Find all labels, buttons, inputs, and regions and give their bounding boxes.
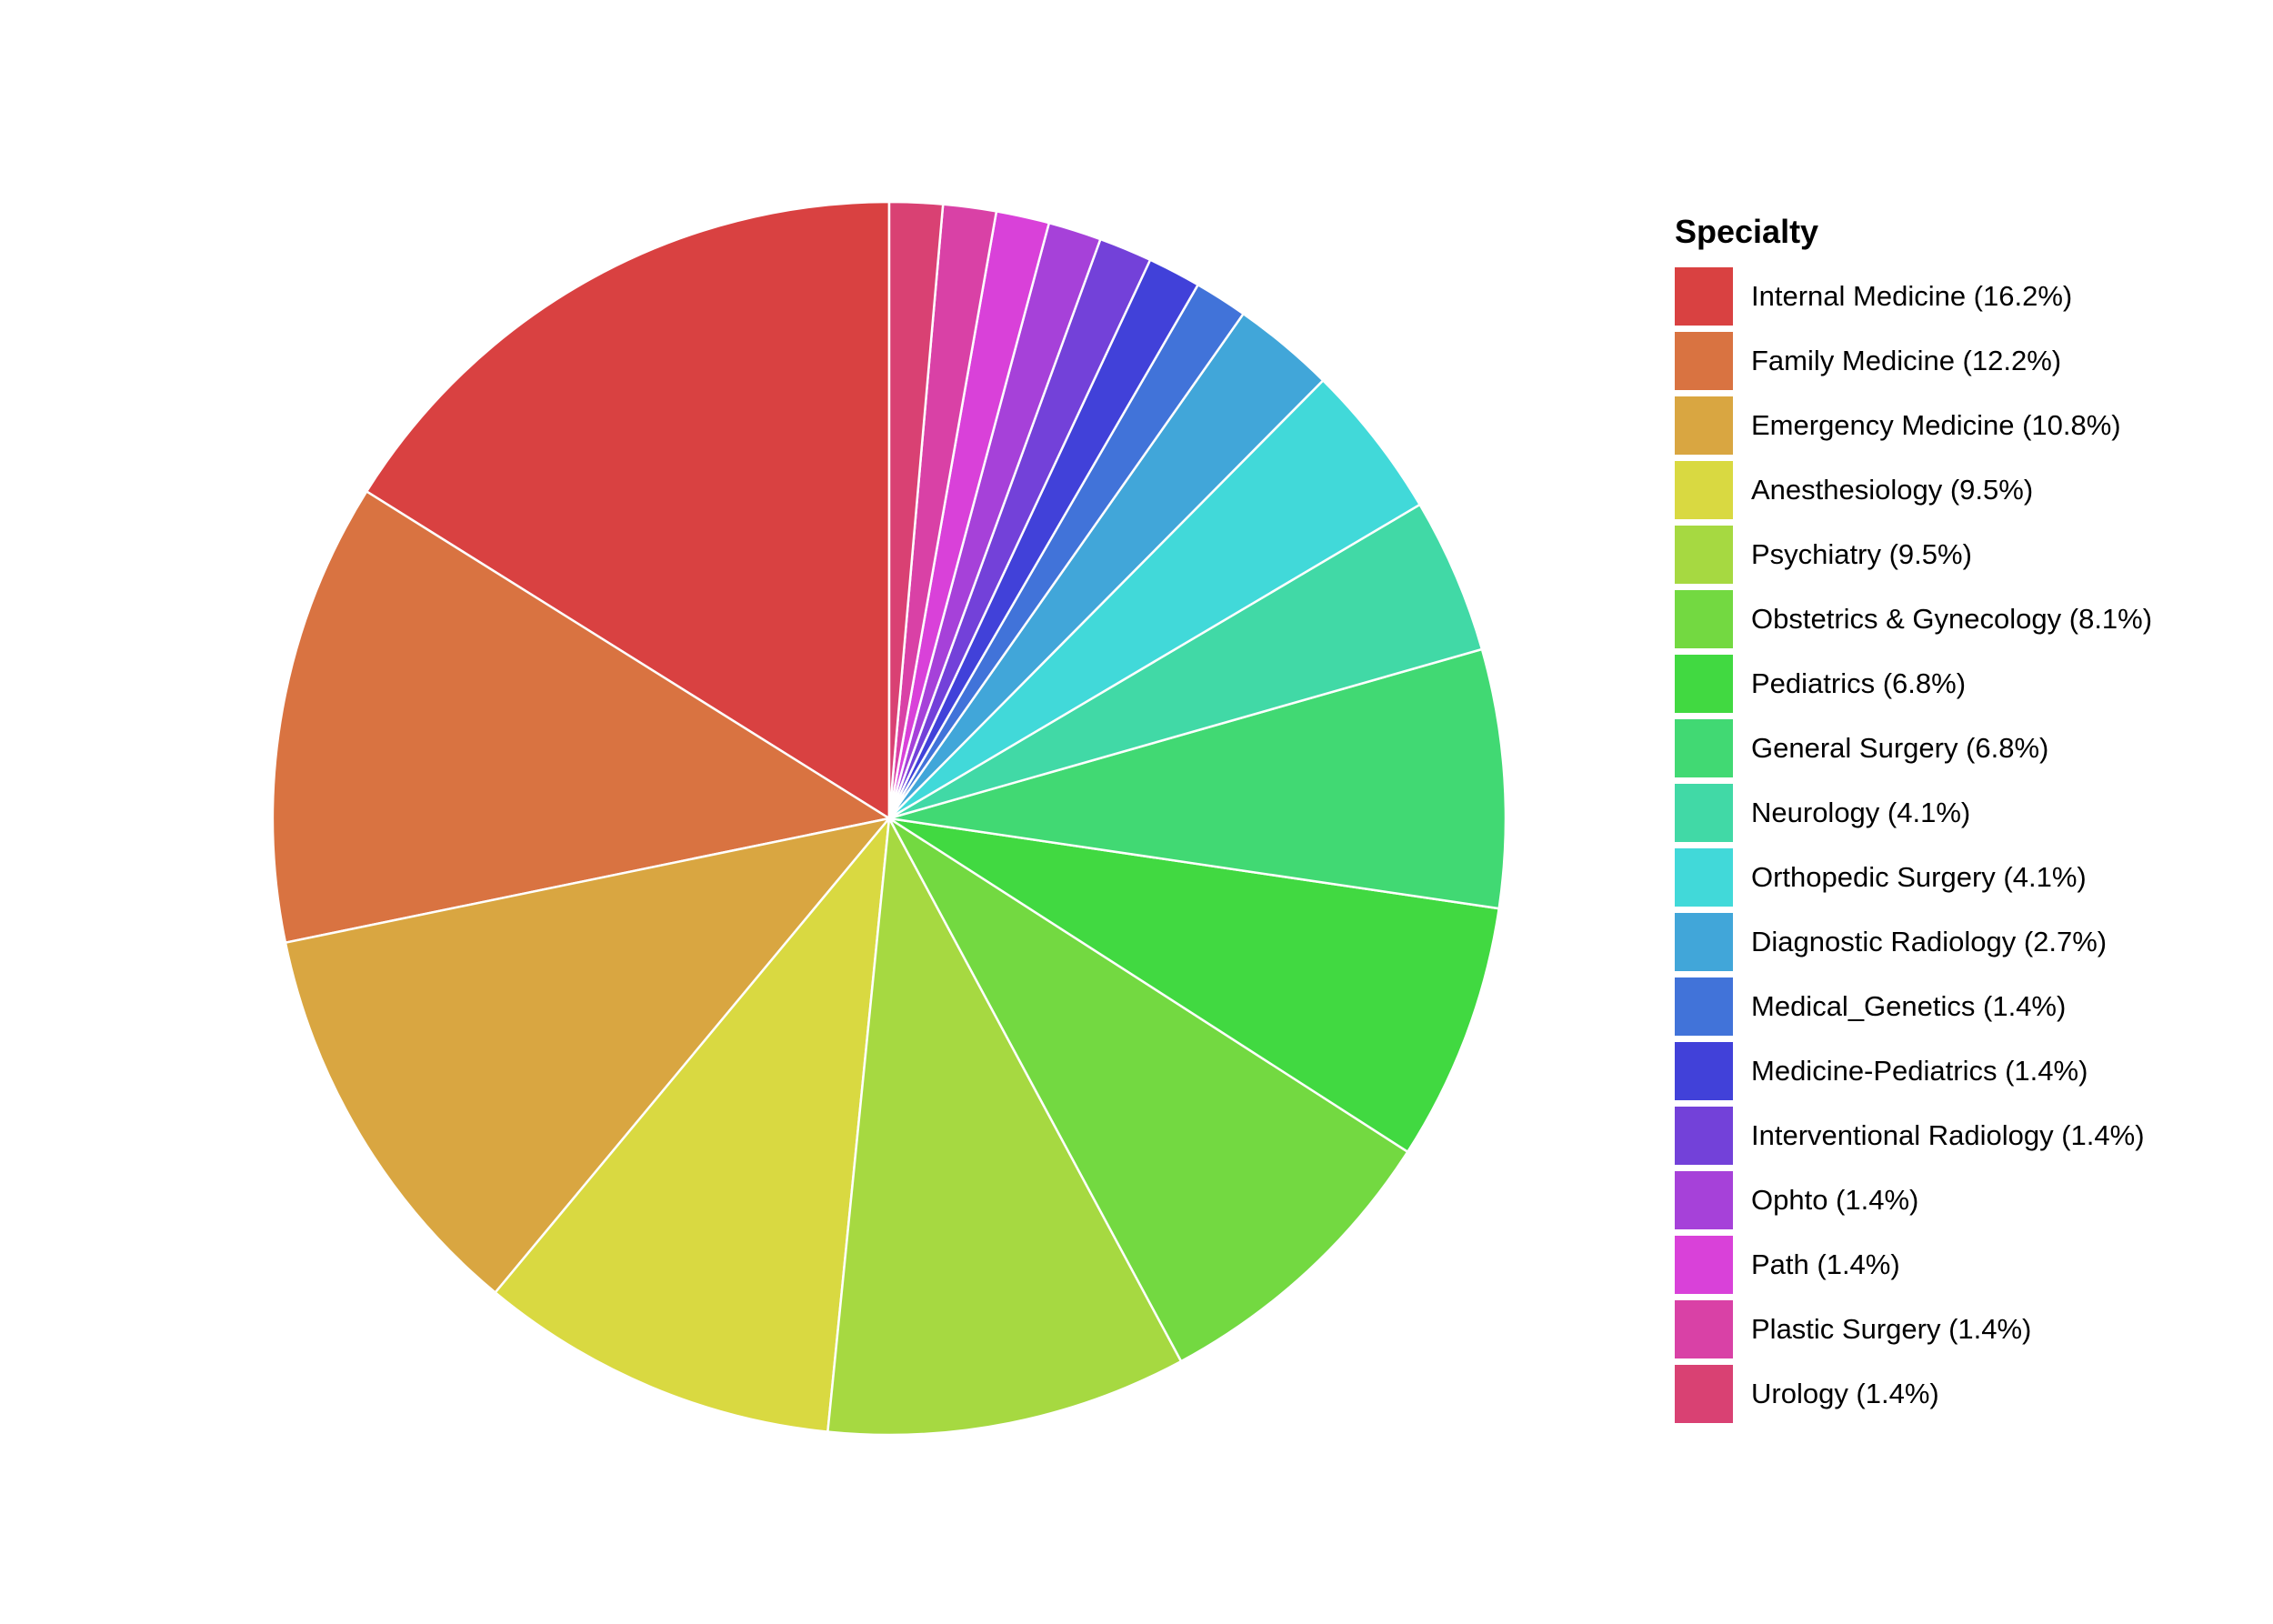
legend-label: Internal Medicine (16.2%) (1751, 279, 2073, 312)
legend-item: Psychiatry (9.5%) (1675, 522, 2152, 586)
legend-swatch (1675, 718, 1733, 777)
legend-swatch (1675, 654, 1733, 713)
legend-label: Neurology (4.1%) (1751, 796, 1971, 828)
pie-slice (888, 817, 1501, 1154)
pie-slice (888, 503, 1484, 820)
legend-label: Diagnostic Radiology (2.7%) (1751, 925, 2108, 957)
legend-item: Diagnostic Radiology (2.7%) (1675, 909, 2152, 974)
pie-slice (826, 814, 1183, 1437)
legend-swatch (1675, 589, 1733, 648)
pie-slice (493, 815, 891, 1433)
legend-swatch (1675, 266, 1733, 326)
legend-item: Internal Medicine (16.2%) (1675, 264, 2152, 328)
legend-swatch (1675, 912, 1733, 971)
legend-label: Emergency Medicine (10.8%) (1751, 408, 2121, 441)
legend-swatch (1675, 1041, 1733, 1100)
legend-item: Medicine-Pediatrics (1.4%) (1675, 1038, 2152, 1103)
legend-swatch (1675, 847, 1733, 907)
legend-label: Psychiatry (9.5%) (1751, 537, 1972, 570)
legend-swatch (1675, 1364, 1733, 1423)
legend-item: Neurology (4.1%) (1675, 780, 2152, 845)
legend-item: General Surgery (6.8%) (1675, 716, 2152, 780)
legend-item: Path (1.4%) (1675, 1232, 2152, 1297)
legend-label: Pediatrics (6.8%) (1751, 667, 1967, 699)
legend-swatch (1675, 331, 1733, 390)
legend-swatch (1675, 977, 1733, 1036)
pie-slice (888, 647, 1507, 910)
legend-item: Urology (1.4%) (1675, 1361, 2152, 1426)
legend-item: Obstetrics & Gynecology (8.1%) (1675, 586, 2152, 651)
legend-label: Obstetrics & Gynecology (8.1%) (1751, 602, 2153, 635)
legend-label: Medical_Genetics (1.4%) (1751, 989, 2067, 1022)
legend-label: Plastic Surgery (1.4%) (1751, 1312, 2032, 1345)
pie-slice (888, 378, 1422, 820)
pie-slice (284, 817, 893, 1295)
legend-swatch (1675, 1235, 1733, 1294)
legend-swatch (1675, 1106, 1733, 1165)
legend-item: Ophto (1.4%) (1675, 1168, 2152, 1232)
legend-item: Emergency Medicine (10.8%) (1675, 393, 2152, 457)
legend-label: Orthopedic Surgery (4.1%) (1751, 860, 2087, 893)
legend-label: Medicine-Pediatrics (1.4%) (1751, 1054, 2088, 1087)
legend-label: Anesthesiology (9.5%) (1751, 473, 2034, 506)
legend-swatch (1675, 525, 1733, 584)
legend-label: General Surgery (6.8%) (1751, 731, 2049, 764)
legend-label: Family Medicine (12.2%) (1751, 344, 2062, 376)
legend-item: Anesthesiology (9.5%) (1675, 457, 2152, 522)
legend-label: Urology (1.4%) (1751, 1377, 1939, 1409)
legend: Specialty Internal Medicine (16.2%) Famil… (1675, 209, 2152, 1426)
legend-items: Internal Medicine (16.2%) Family Medicine… (1675, 264, 2152, 1426)
legend-label: Interventional Radiology (1.4%) (1751, 1118, 2145, 1151)
legend-label: Ophto (1.4%) (1751, 1183, 1919, 1216)
legend-item: Plastic Surgery (1.4%) (1675, 1297, 2152, 1361)
legend-swatch (1675, 1299, 1733, 1358)
pie-slice (271, 489, 893, 945)
legend-item: Interventional Radiology (1.4%) (1675, 1103, 2152, 1168)
legend-swatch (1675, 1170, 1733, 1229)
pie-slice (887, 200, 945, 819)
legend-item: Pediatrics (6.8%) (1675, 651, 2152, 716)
legend-swatch (1675, 783, 1733, 842)
legend-item: Medical_Genetics (1.4%) (1675, 974, 2152, 1038)
legend-swatch (1675, 396, 1733, 455)
legend-item: Family Medicine (12.2%) (1675, 328, 2152, 393)
legend-label: Path (1.4%) (1751, 1248, 1900, 1280)
legend-swatch (1675, 460, 1733, 519)
legend-title: Specialty (1675, 213, 1819, 250)
pie-slice (886, 815, 1409, 1363)
pie-slice (365, 200, 891, 821)
legend-item: Orthopedic Surgery (4.1%) (1675, 845, 2152, 909)
